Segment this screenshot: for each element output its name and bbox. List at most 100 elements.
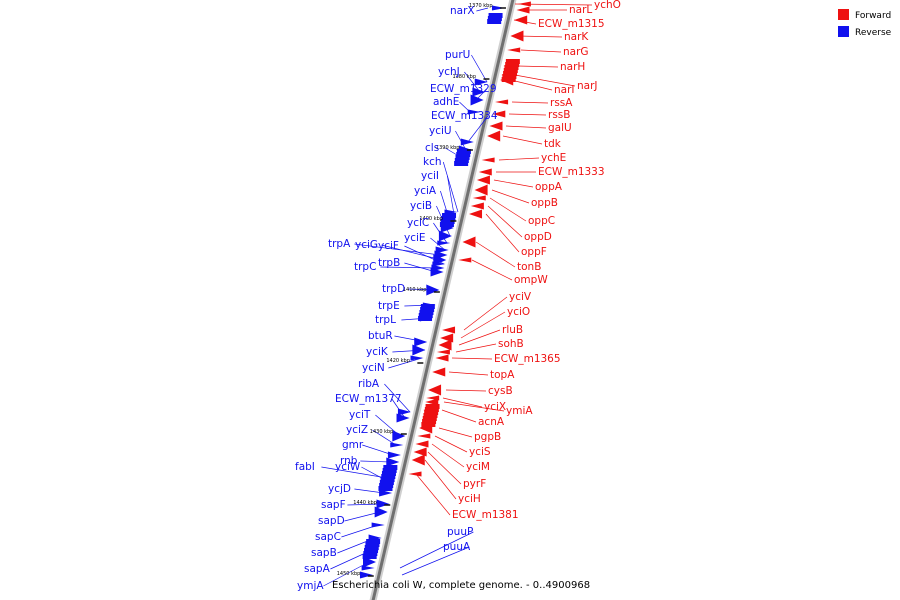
forward-gene-label: narG [563,46,589,58]
forward-gene-arrow [415,440,429,448]
reverse-gene-link [354,488,385,494]
reverse-gene-block [383,465,398,470]
forward-gene-label: galU [548,122,572,134]
forward-gene-arrow [495,99,509,105]
forward-gene-block [504,65,519,70]
forward-gene-link [442,397,483,408]
reverse-gene-link [476,7,489,12]
reverse-gene-block [439,222,454,227]
forward-gene-label: rssA [550,97,573,109]
reverse-gene-link [381,244,443,261]
reverse-gene-link [399,531,474,569]
tick-label: 1400 kbp [419,216,443,222]
position-ticks: 1370 kbp 1380 kbp 1390 kbp 1400 kbp 1410 kbp… [337,3,506,577]
forward-gene-label: oppF [521,246,547,258]
reverse-gene-label: yciU [429,125,452,137]
reverse-gene-arrow [437,240,451,246]
reverse-gene-block [455,155,470,160]
genome-caption: Escherichia coli W, complete genome. - 0… [332,580,590,591]
forward-gene-label: narL [569,4,592,16]
reverse-gene-label: trpL [375,314,396,326]
forward-gene-link [451,357,493,360]
reverse-gene-label: fabI [295,461,315,473]
forward-gene-label: ECW_m1315 [538,18,605,30]
reverse-gene-block [418,313,433,318]
reverse-gene-label: rnb [340,455,358,467]
forward-gene-label: ymiA [506,405,533,417]
reverse-gene-link [380,266,439,269]
forward-gene-arrow [442,326,456,334]
forward-gene-label: rssB [548,109,570,121]
reverse-gene-arrow [379,489,393,497]
gene-features [359,1,531,579]
reverse-gene-link [401,546,470,576]
reverse-gene-arrow [491,5,505,11]
reverse-gene-block [456,152,471,157]
reverse-gene-arrow [363,556,377,568]
reverse-gene-link [323,561,370,587]
reverse-gene-arrow [460,138,474,146]
forward-gene-label: yciS [469,446,491,458]
reverse-gene-label: adhE [433,96,459,108]
reverse-gene-block [420,307,435,312]
forward-gene-label: tdk [544,138,562,150]
reverse-gene-label: sapC [315,531,341,543]
forward-gene-label: oppC [528,215,555,227]
forward-gene-link [460,311,506,339]
reverse-gene-label: yciF [378,240,399,252]
reverse-gene-label: sapD [318,515,345,527]
forward-gene-label: narI [554,84,575,96]
backbone [369,0,517,600]
reverse-gene-block [379,480,394,485]
forward-gene-label: ECW_m1365 [494,353,561,365]
tick-label: 1380 kbp [452,74,476,80]
forward-gene-label: ychE [541,152,566,164]
forward-gene-link [502,135,543,145]
forward-gene-link [458,329,501,346]
reverse-gene-block [488,13,503,18]
forward-gene-block [422,416,437,421]
forward-gene-link [514,74,576,87]
reverse-gene-arrow [474,78,488,86]
forward-gene-arrow [436,349,450,355]
forward-gene-link [505,125,547,129]
forward-gene-block [503,71,518,76]
reverse-gene-link [464,71,481,93]
forward-gene-arrow [517,1,531,7]
forward-gene-label: sohB [498,338,524,350]
reverse-gene-label: yciC [407,217,429,229]
reverse-gene-link [391,398,406,419]
forward-gene-arrow [413,447,427,457]
reverse-gene-label: puuP [447,526,473,538]
reverse-gene-block [419,310,434,315]
reverse-gene-link [372,429,397,446]
reverse-gene-arrow [430,267,444,277]
tick-label: 1440 kbp [353,500,377,506]
reverse-gene-arrow [376,499,390,509]
reverse-gene-arrow [392,430,406,442]
reverse-gene-label: sapB [311,547,337,559]
forward-gene-block [505,59,520,64]
reverse-gene-label: ECW_m1329 [430,83,497,95]
forward-gene-label: narH [560,61,585,73]
forward-gene-arrow [432,367,446,377]
forward-gene-link [491,189,530,204]
legend-forward-label: Forward [855,11,891,21]
forward-gene-arrow [469,209,483,219]
reverse-gene-arrow [396,413,410,423]
forward-gene-arrow [458,257,472,263]
forward-gene-block [505,62,520,67]
reverse-gene-block [380,477,395,482]
reverse-gene-label: yciE [404,232,426,244]
reverse-gene-arrow [371,522,385,528]
forward-gene-arrow [507,47,521,53]
forward-gene-link [448,371,489,376]
reverse-gene-arrow [414,337,428,347]
reverse-gene-arrow [387,451,401,459]
reverse-gene-label: yciN [362,362,385,374]
forward-gene-block [421,422,436,427]
reverse-gene-label: trpE [378,300,400,312]
reverse-gene-arrow [390,442,404,448]
forward-gene-arrow [472,195,486,201]
